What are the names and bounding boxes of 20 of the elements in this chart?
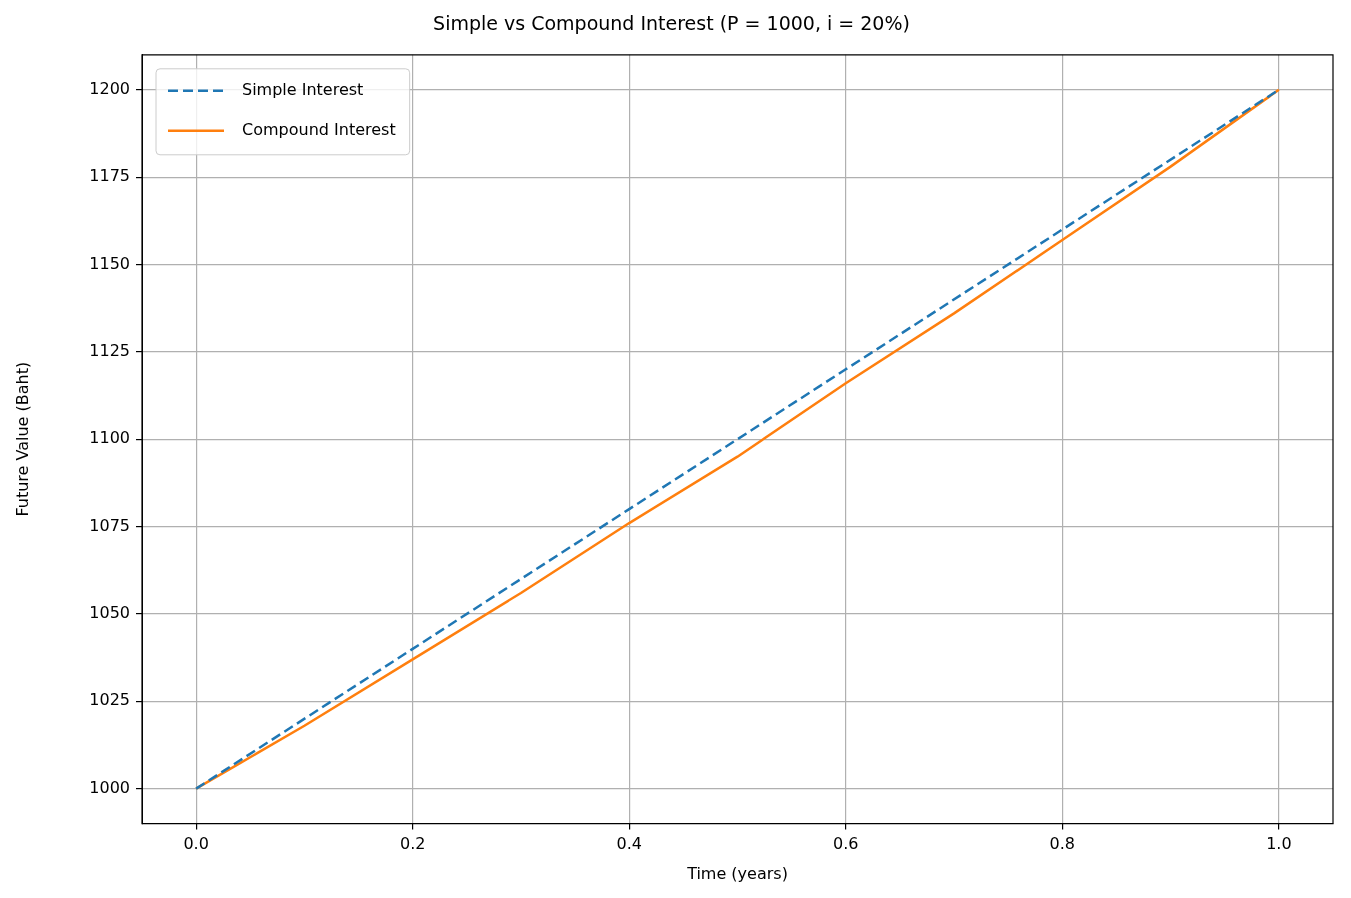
- x-tick-label: 1.0: [1266, 834, 1292, 854]
- legend-label: Simple Interest: [242, 79, 364, 99]
- y-tick-label: 1125: [89, 340, 130, 360]
- y-tick-label: 1025: [89, 690, 130, 710]
- legend-label: Compound Interest: [242, 119, 396, 139]
- y-tick-label: 1050: [89, 603, 130, 623]
- x-tick-label: 0.8: [1049, 834, 1076, 854]
- y-tick-label: 1100: [89, 428, 130, 448]
- chart-title: Simple vs Compound Interest (P = 1000, i = 20%): [433, 12, 910, 35]
- x-axis-title: Time (years): [686, 863, 788, 883]
- x-tick-label: 0.6: [833, 834, 859, 854]
- y-tick-label: 1150: [89, 253, 130, 273]
- y-tick-label: 1000: [89, 777, 130, 797]
- x-tick-label: 0.4: [616, 834, 642, 854]
- x-tick-label: 0.2: [399, 834, 426, 854]
- y-axis-title: Future Value (Baht): [12, 361, 32, 517]
- y-tick-label: 1200: [89, 78, 130, 98]
- x-tick-label: 0.0: [183, 834, 209, 854]
- y-tick-label: 1075: [89, 515, 130, 535]
- y-tick-label: 1175: [89, 166, 130, 186]
